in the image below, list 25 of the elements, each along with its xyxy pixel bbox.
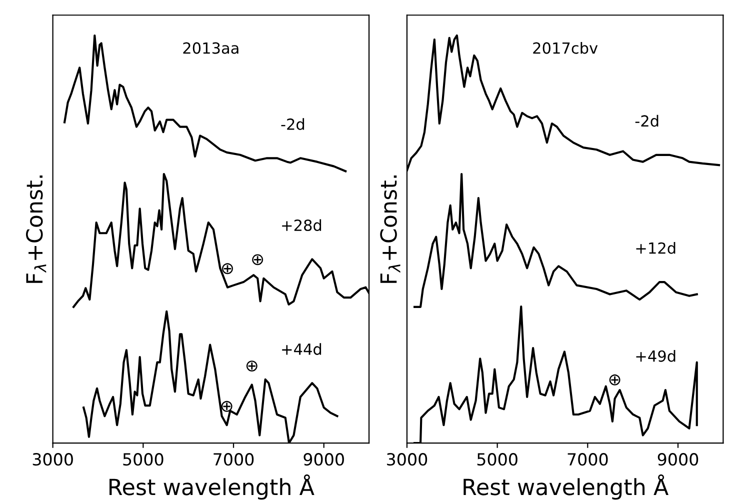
x-tick-label: 3000 [32, 453, 73, 466]
series-label: -2d [281, 118, 304, 130]
series-label: +44d [282, 343, 322, 355]
chart-title: 2017cbv [533, 42, 598, 54]
annotation: ⊕ [609, 374, 620, 386]
annotation: ⊕ [252, 254, 264, 266]
x-tick-label: 5000 [477, 453, 518, 466]
y-axis-title: F$_{λ}$+Const. [26, 175, 46, 283]
series-label: -2d [635, 114, 658, 127]
series-label: +12d [636, 242, 676, 254]
x-tick-label: 9000 [658, 453, 698, 466]
x-axis-title: Rest wavelength Å [110, 474, 314, 500]
x-tick-label: 7000 [214, 453, 254, 466]
series-label: +49d [636, 350, 676, 362]
x-tick-label: 3000 [387, 453, 428, 466]
x-tick-label: 7000 [568, 453, 608, 466]
chart-title: 2013aa [183, 42, 238, 54]
series-label: +28d [282, 219, 322, 232]
y-axis-title: F$_{λ}$+Const. [380, 175, 400, 283]
x-tick-label: 9000 [304, 453, 344, 466]
annotation: ⊕ [222, 263, 233, 274]
x-tick-label: 5000 [123, 453, 164, 466]
annotation: ⊕ [246, 360, 258, 372]
annotation: ⊕ [221, 400, 232, 412]
x-axis-title: Rest wavelength Å [464, 474, 668, 500]
